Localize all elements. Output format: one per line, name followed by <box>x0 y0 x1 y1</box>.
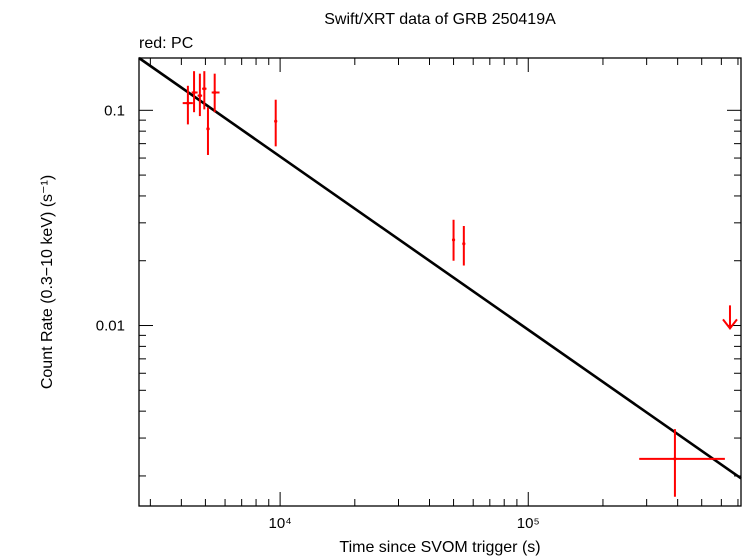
upper-limit <box>722 305 738 330</box>
point-marker <box>202 87 206 91</box>
data-point <box>451 219 456 261</box>
data-point <box>206 107 210 155</box>
point-marker <box>192 90 196 95</box>
point-marker <box>274 119 278 123</box>
x-tick-label: 10⁵ <box>517 515 540 532</box>
y-tick-label: 0.1 <box>104 102 125 119</box>
model-fit-line <box>138 56 742 480</box>
data-point <box>211 73 220 113</box>
point-marker <box>186 101 190 105</box>
data-point <box>202 71 207 110</box>
data-point <box>182 85 193 125</box>
upper-limit-arrowhead <box>722 318 738 330</box>
y-axis-label: Count Rate (0.3−10 keV) (s⁻¹) <box>39 175 56 389</box>
point-marker <box>462 242 466 246</box>
model-layer <box>138 56 742 480</box>
data-point <box>639 429 725 497</box>
point-marker <box>206 127 210 131</box>
data-point <box>462 226 466 266</box>
data-points-layer <box>182 71 738 497</box>
x-tick-label: 10⁴ <box>269 515 292 532</box>
point-marker <box>451 238 456 242</box>
point-marker <box>198 94 202 98</box>
chart-subtitle: red: PC <box>139 35 193 52</box>
y-tick-label: 0.01 <box>96 318 125 335</box>
data-point <box>197 73 203 117</box>
chart-title: Swift/XRT data of GRB 250419A <box>324 11 556 28</box>
axis-ticks: 10⁴ 10⁵ 0.1 0.01 <box>96 58 741 532</box>
plot-frame <box>138 57 742 507</box>
point-marker <box>213 90 217 95</box>
point-marker <box>673 457 677 461</box>
data-point <box>191 71 198 113</box>
x-axis-label: Time since SVOM trigger (s) <box>339 539 540 556</box>
data-point <box>274 99 278 147</box>
